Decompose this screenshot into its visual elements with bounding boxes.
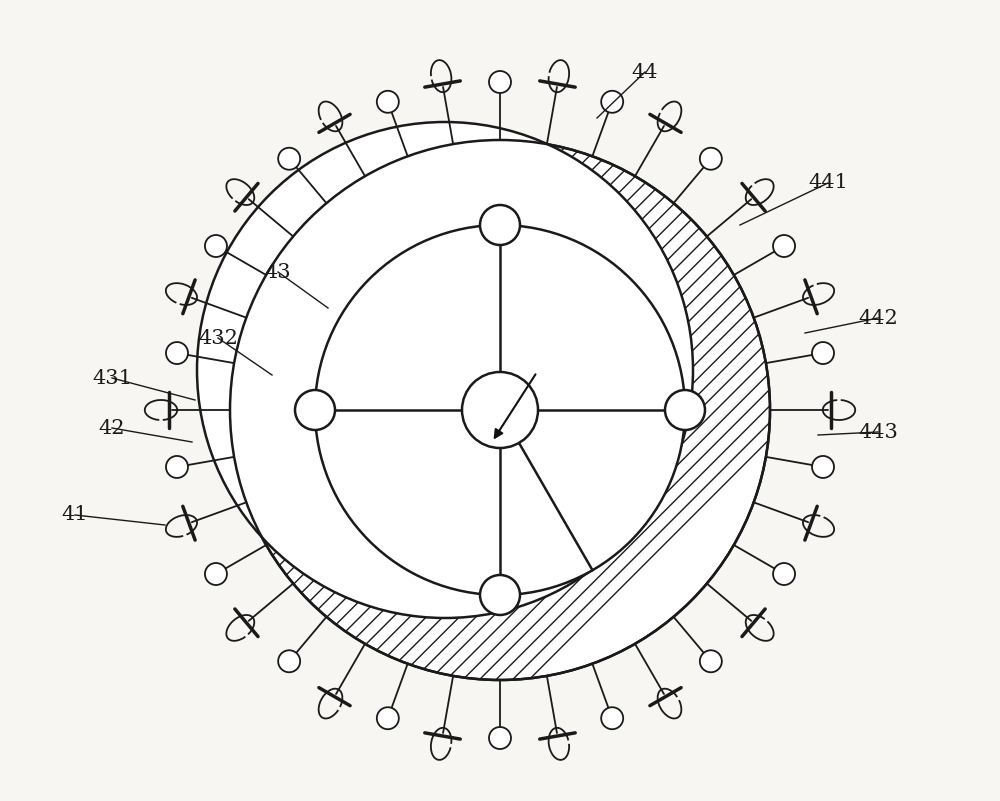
Text: 41: 41: [62, 505, 88, 525]
Circle shape: [812, 456, 834, 478]
Text: 441: 441: [808, 174, 848, 192]
Circle shape: [665, 390, 705, 430]
Circle shape: [278, 650, 300, 672]
Circle shape: [812, 342, 834, 364]
Text: 43: 43: [265, 263, 291, 281]
Text: 442: 442: [858, 308, 898, 328]
Circle shape: [166, 456, 188, 478]
Circle shape: [773, 563, 795, 585]
Circle shape: [700, 650, 722, 672]
Circle shape: [205, 235, 227, 257]
Circle shape: [480, 575, 520, 615]
Text: 42: 42: [99, 418, 125, 437]
Text: 432: 432: [198, 328, 238, 348]
Circle shape: [295, 390, 335, 430]
Text: 44: 44: [632, 62, 658, 82]
Text: 431: 431: [92, 368, 132, 388]
Circle shape: [197, 122, 693, 618]
Circle shape: [489, 727, 511, 749]
Circle shape: [205, 563, 227, 585]
Circle shape: [278, 147, 300, 170]
Circle shape: [601, 707, 623, 729]
Circle shape: [601, 91, 623, 113]
Circle shape: [700, 147, 722, 170]
Circle shape: [773, 235, 795, 257]
Circle shape: [230, 140, 770, 680]
Circle shape: [166, 342, 188, 364]
Circle shape: [377, 91, 399, 113]
Circle shape: [489, 71, 511, 93]
Text: 443: 443: [858, 422, 898, 441]
Circle shape: [315, 225, 685, 595]
Circle shape: [377, 707, 399, 729]
Circle shape: [462, 372, 538, 448]
Circle shape: [480, 205, 520, 245]
